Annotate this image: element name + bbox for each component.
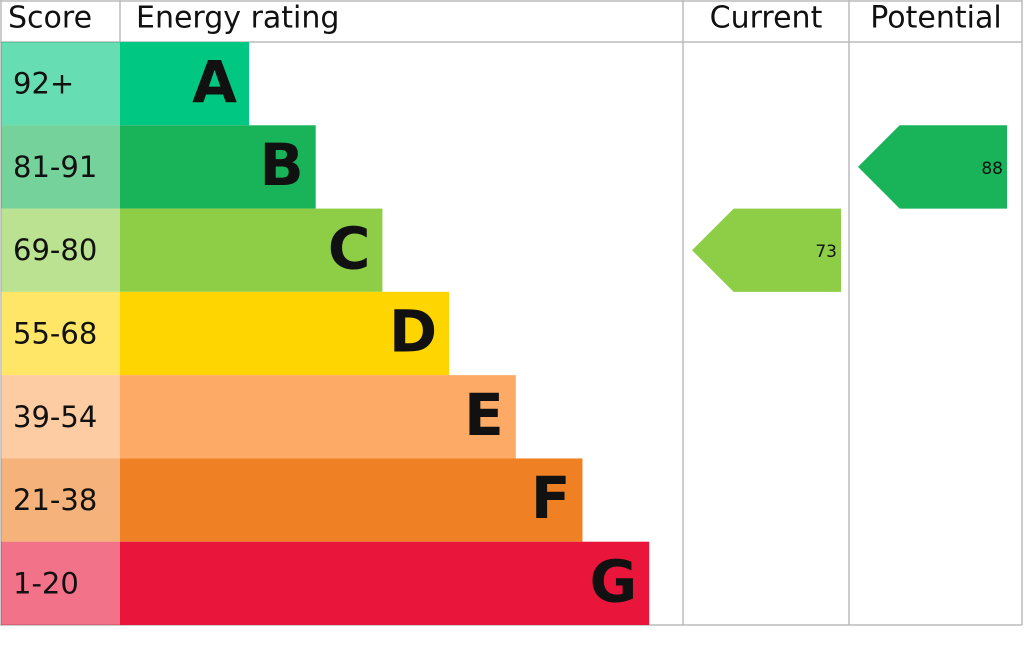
rating-bar xyxy=(120,42,249,126)
rating-letter: G xyxy=(590,547,638,615)
score-label: 69-80 xyxy=(13,233,97,267)
rating-bar xyxy=(120,208,383,292)
score-cell xyxy=(1,208,120,292)
score-label: 55-68 xyxy=(13,317,97,351)
rating-letter: F xyxy=(531,464,571,532)
header-rating: Energy rating xyxy=(136,1,339,36)
rating-bar xyxy=(120,375,516,459)
rating-letter: D xyxy=(389,298,437,366)
rating-letter: A xyxy=(192,48,237,116)
current-arrow xyxy=(692,208,841,292)
current-value: 73 xyxy=(815,242,837,262)
rating-bar xyxy=(120,541,650,625)
rating-letter: B xyxy=(259,131,303,199)
header-potential: Potential xyxy=(870,1,1001,36)
score-cell xyxy=(1,458,120,542)
score-cell xyxy=(1,291,120,376)
rating-bar xyxy=(120,291,450,376)
score-label: 39-54 xyxy=(13,400,97,434)
score-label: 81-91 xyxy=(13,150,97,184)
score-label: 1-20 xyxy=(13,566,79,600)
score-label: 21-38 xyxy=(13,483,97,517)
rating-letter: E xyxy=(464,381,504,449)
rating-bar xyxy=(120,125,316,209)
rating-letter: C xyxy=(328,214,371,282)
potential-arrow xyxy=(858,125,1007,209)
rating-bar xyxy=(120,458,583,542)
score-cell xyxy=(1,42,120,126)
score-label: 92+ xyxy=(13,67,74,101)
potential-value: 88 xyxy=(981,159,1003,179)
score-cell xyxy=(1,125,120,209)
score-cell xyxy=(1,375,120,459)
score-cell xyxy=(1,541,120,625)
header-score: Score xyxy=(8,1,92,36)
header-current: Current xyxy=(710,1,823,36)
